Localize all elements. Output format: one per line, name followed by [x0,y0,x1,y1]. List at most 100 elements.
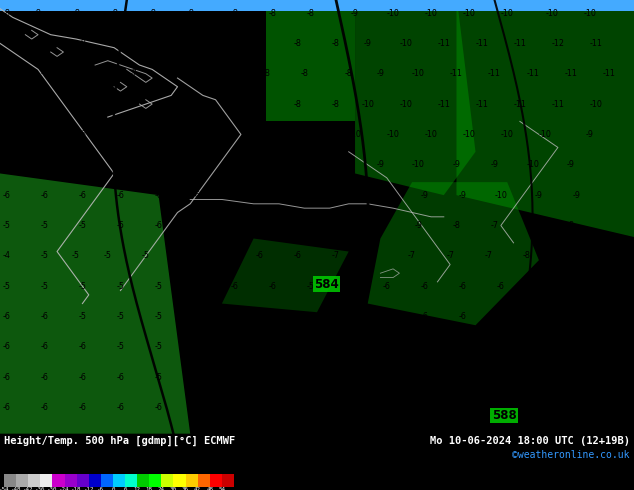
Text: -9: -9 [383,191,391,199]
Text: -5: -5 [497,343,505,351]
Text: -5: -5 [231,403,238,412]
Text: -7: -7 [174,69,181,78]
Text: -8: -8 [231,8,238,18]
Text: -6: -6 [269,312,276,321]
Text: -7: -7 [85,69,93,78]
Text: -7: -7 [167,99,175,109]
Polygon shape [0,173,190,434]
Text: -10: -10 [425,130,437,139]
Text: -6: -6 [155,221,162,230]
Text: -9: -9 [491,160,498,169]
Text: -9: -9 [377,69,384,78]
Text: -9: -9 [377,160,384,169]
Text: -6: -6 [193,191,200,199]
Polygon shape [266,0,355,122]
Text: -7: -7 [269,160,276,169]
Text: -5: -5 [41,282,48,291]
Text: -11: -11 [437,99,450,109]
Text: -7: -7 [370,251,378,260]
Polygon shape [355,0,476,195]
Text: -10: -10 [412,160,425,169]
Text: -6: -6 [41,403,48,412]
Bar [113,474,125,487]
Text: -5: -5 [41,221,48,230]
Text: -6: -6 [459,282,467,291]
Text: -7: -7 [155,130,162,139]
Text: -9: -9 [459,191,467,199]
Bar [186,474,198,487]
Text: -5: -5 [497,312,505,321]
Text: -8: -8 [529,221,536,230]
Text: -6: -6 [41,191,48,199]
Text: -6: -6 [117,403,124,412]
Text: -7: -7 [231,160,238,169]
Text: -5: -5 [269,403,276,412]
Bar [125,474,137,487]
Text: -10: -10 [463,130,476,139]
Text: -5: -5 [193,403,200,412]
Text: -12: -12 [552,39,564,48]
Text: -5: -5 [41,251,48,260]
Bar [89,474,101,487]
Text: -30: -30 [47,488,58,490]
Text: -8: -8 [3,39,10,48]
Text: -9: -9 [453,160,460,169]
Text: -48: -48 [11,488,22,490]
Text: -7: -7 [269,191,276,199]
Text: -8: -8 [161,39,169,48]
Text: -6: -6 [3,312,10,321]
Text: -8: -8 [269,8,276,18]
Text: -8: -8 [186,8,194,18]
Text: 24: 24 [158,488,165,490]
Text: -5: -5 [345,282,353,291]
Text: -10: -10 [501,8,514,18]
Text: -6: -6 [345,373,353,382]
Text: 42: 42 [194,488,201,490]
Text: -10: -10 [501,130,514,139]
Text: -6: -6 [180,251,188,260]
Text: -11: -11 [476,99,488,109]
Text: -6: -6 [155,403,162,412]
Text: -6: -6 [41,343,48,351]
Text: 48: 48 [206,488,213,490]
Text: -6: -6 [98,488,105,490]
Text: -7: -7 [129,69,137,78]
Text: -11: -11 [526,69,539,78]
Bar [101,474,113,487]
Text: -18: -18 [72,488,82,490]
Text: -8: -8 [522,251,530,260]
Text: -8: -8 [79,39,86,48]
Polygon shape [222,239,349,312]
Text: -10: -10 [387,130,399,139]
Text: -6: -6 [193,221,200,230]
Text: -7: -7 [41,69,48,78]
Text: -7: -7 [3,130,10,139]
Text: -6: -6 [573,312,581,321]
Text: -9: -9 [586,130,593,139]
Text: 6: 6 [123,488,127,490]
Text: -7: -7 [231,191,238,199]
Text: -5: -5 [193,373,200,382]
Text: -5: -5 [307,282,314,291]
Text: -5: -5 [535,373,543,382]
Text: -5: -5 [155,373,162,382]
Bar [4,474,16,487]
Text: -6: -6 [3,191,10,199]
Text: -8: -8 [560,251,568,260]
Text: -8: -8 [294,39,302,48]
Bar [222,474,234,487]
Text: -6: -6 [3,343,10,351]
Text: -6: -6 [79,160,86,169]
Text: -8: -8 [250,39,257,48]
Text: -5: -5 [535,343,543,351]
Text: 36: 36 [182,488,189,490]
Text: -6: -6 [269,221,276,230]
Bar [16,474,28,487]
Text: -7: -7 [332,251,340,260]
Text: -4: -4 [3,251,10,260]
Text: -8: -8 [307,8,314,18]
Text: -10: -10 [539,130,552,139]
Text: -6: -6 [421,282,429,291]
Bar [41,474,53,487]
Text: -5: -5 [231,373,238,382]
